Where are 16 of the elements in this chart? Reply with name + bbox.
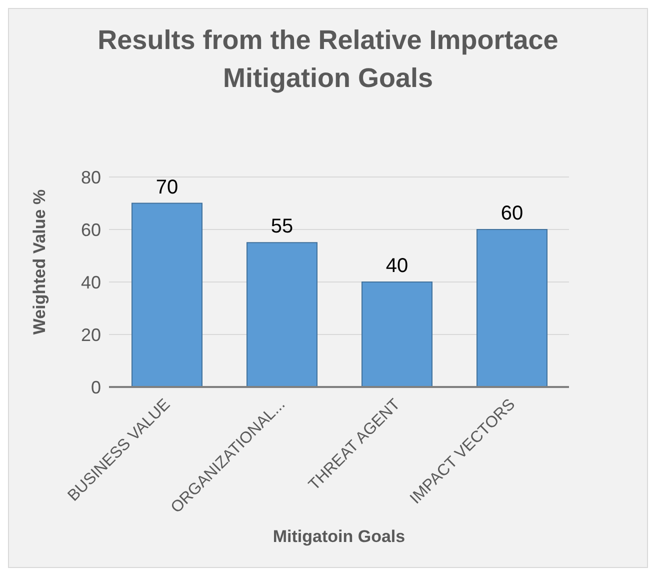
x-axis-title: Mitigatoin Goals xyxy=(272,527,406,546)
y-tick-label: 0 xyxy=(90,377,101,398)
y-tick-label: 80 xyxy=(80,167,101,188)
data-label: 60 xyxy=(500,202,524,224)
data-label: 55 xyxy=(270,216,294,238)
y-tick-label: 60 xyxy=(80,220,101,240)
bar xyxy=(362,282,432,387)
y-axis-title: Weighted Value % xyxy=(30,189,50,335)
data-label: 70 xyxy=(156,176,178,198)
bar xyxy=(132,202,202,387)
chart-title: Results from the Relative Importace Mitigation Goals xyxy=(96,24,560,95)
bar xyxy=(246,242,318,387)
y-tick-label: 40 xyxy=(80,272,101,292)
y-tick-label: 20 xyxy=(80,324,101,345)
data-label: 40 xyxy=(386,255,408,277)
bar xyxy=(476,229,548,387)
